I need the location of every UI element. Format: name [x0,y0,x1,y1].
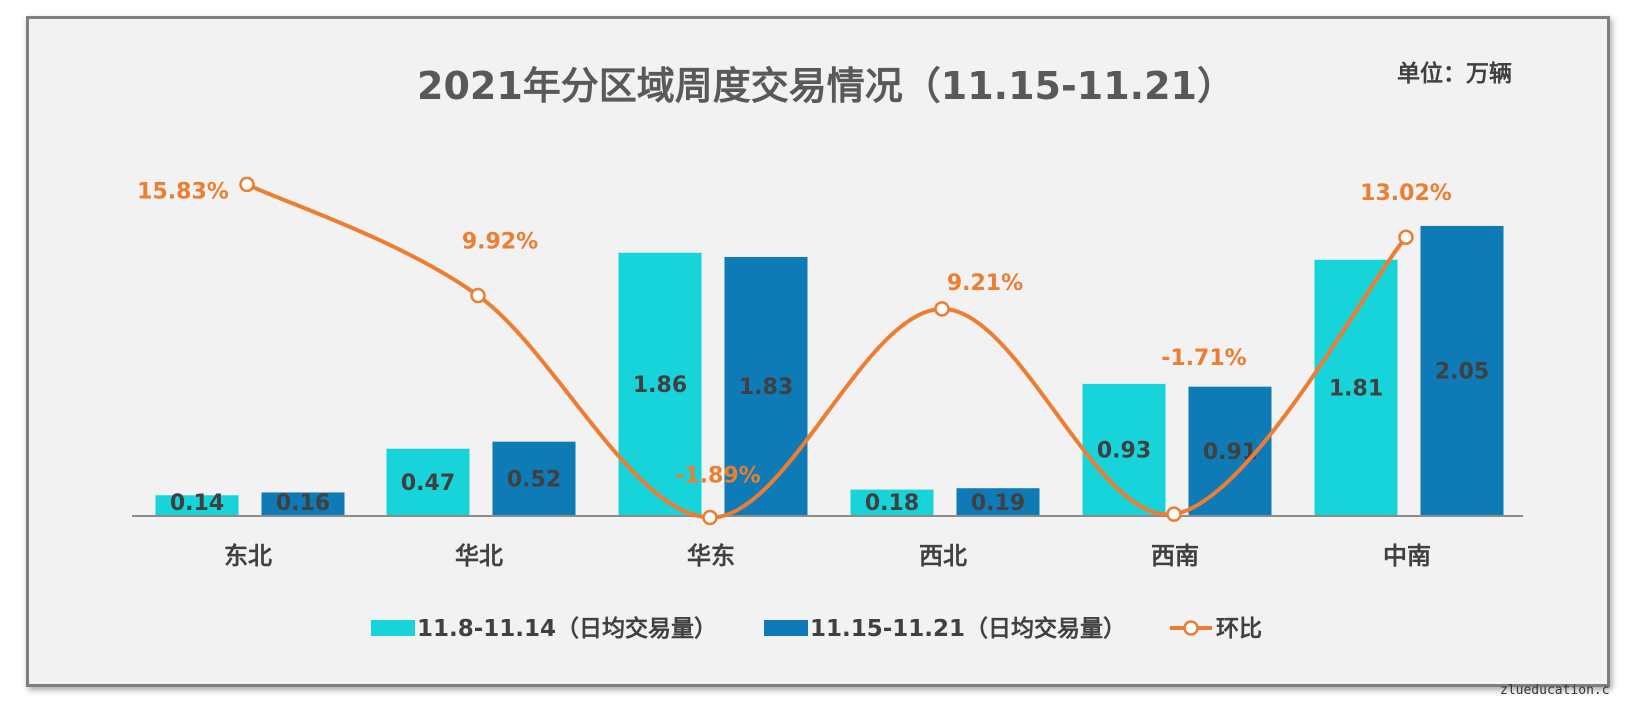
bar-label-s2-2: 0.52 [507,467,561,492]
bar-s1-1 [155,495,239,515]
category-label-2: 华北 [455,542,503,570]
bar-label-s1-5: 0.93 [1097,438,1151,463]
ratio-label-1: 15.83% [137,179,229,204]
legend-label-1: 11.8-11.14（日均交易量） [417,615,717,642]
ratio-point-2 [470,287,486,304]
bar-s1-6 [1314,259,1398,515]
ratio-point-4 [934,301,950,317]
category-label-4: 西北 [919,542,967,570]
bar-s1-2 [386,448,470,515]
ratio-point-1 [239,176,255,193]
legend-swatch-2 [764,620,808,636]
category-label-6: 中南 [1383,542,1431,570]
category-label-3: 华东 [687,542,735,570]
bar-label-s2-4: 0.19 [971,491,1025,516]
bar-s2-1 [261,492,345,515]
legend-swatch-1 [371,620,415,636]
bar-s1-4 [850,489,934,515]
bar-s2-4 [956,488,1040,515]
bar-label-s2-1: 0.16 [276,491,330,516]
bars-layer [155,225,1504,516]
legend-label-3: 环比 [1216,616,1262,642]
legend-marker-3 [1183,620,1199,636]
ratio-label-6: 13.02% [1360,181,1452,206]
bar-label-s1-6: 1.81 [1329,376,1383,401]
legend: 11.8-11.14（日均交易量） 11.15-11.21（日均交易量） 环比 [371,615,1262,642]
category-labels-layer: 东北 华北 华东 西北 西南 中南 [224,542,1431,570]
ratio-label-2: 9.92% [462,230,538,255]
bar-label-s2-3: 1.83 [739,375,793,400]
bar-label-s1-3: 1.86 [633,373,687,398]
bar-s2-6 [1420,225,1504,515]
bar-label-s1-1: 0.14 [170,491,224,516]
bar-s2-2 [492,441,576,515]
legend-label-2: 11.15-11.21（日均交易量） [810,615,1126,642]
category-label-1: 东北 [224,542,272,570]
bar-s2-3 [724,256,808,515]
watermark: zlueducation.c [1500,683,1610,698]
bar-label-s2-6: 2.05 [1435,359,1489,384]
category-label-5: 西南 [1151,542,1199,570]
bar-labels-layer: 0.14 0.47 1.86 0.18 0.93 1.81 0.16 0.52 1.83 0.19… [170,359,1489,516]
unit-label: 单位：万辆 [1397,60,1512,87]
bar-label-s1-4: 0.18 [865,491,919,516]
ratio-point-3 [702,509,718,526]
ratio-label-4: 9.21% [947,271,1023,296]
ratio-point-6 [1398,229,1414,245]
ratio-label-3: -1.89% [675,464,760,489]
ratio-point-5 [1166,506,1182,522]
ratio-label-5: -1.71% [1161,346,1246,371]
line-layer: 15.83% 9.92% -1.89% 9.21% -1.71% 13.02% [137,176,1452,526]
bar-label-s1-2: 0.47 [401,471,455,496]
chart-title: 2021年分区域周度交易情况（11.15-11.21） [417,64,1235,108]
